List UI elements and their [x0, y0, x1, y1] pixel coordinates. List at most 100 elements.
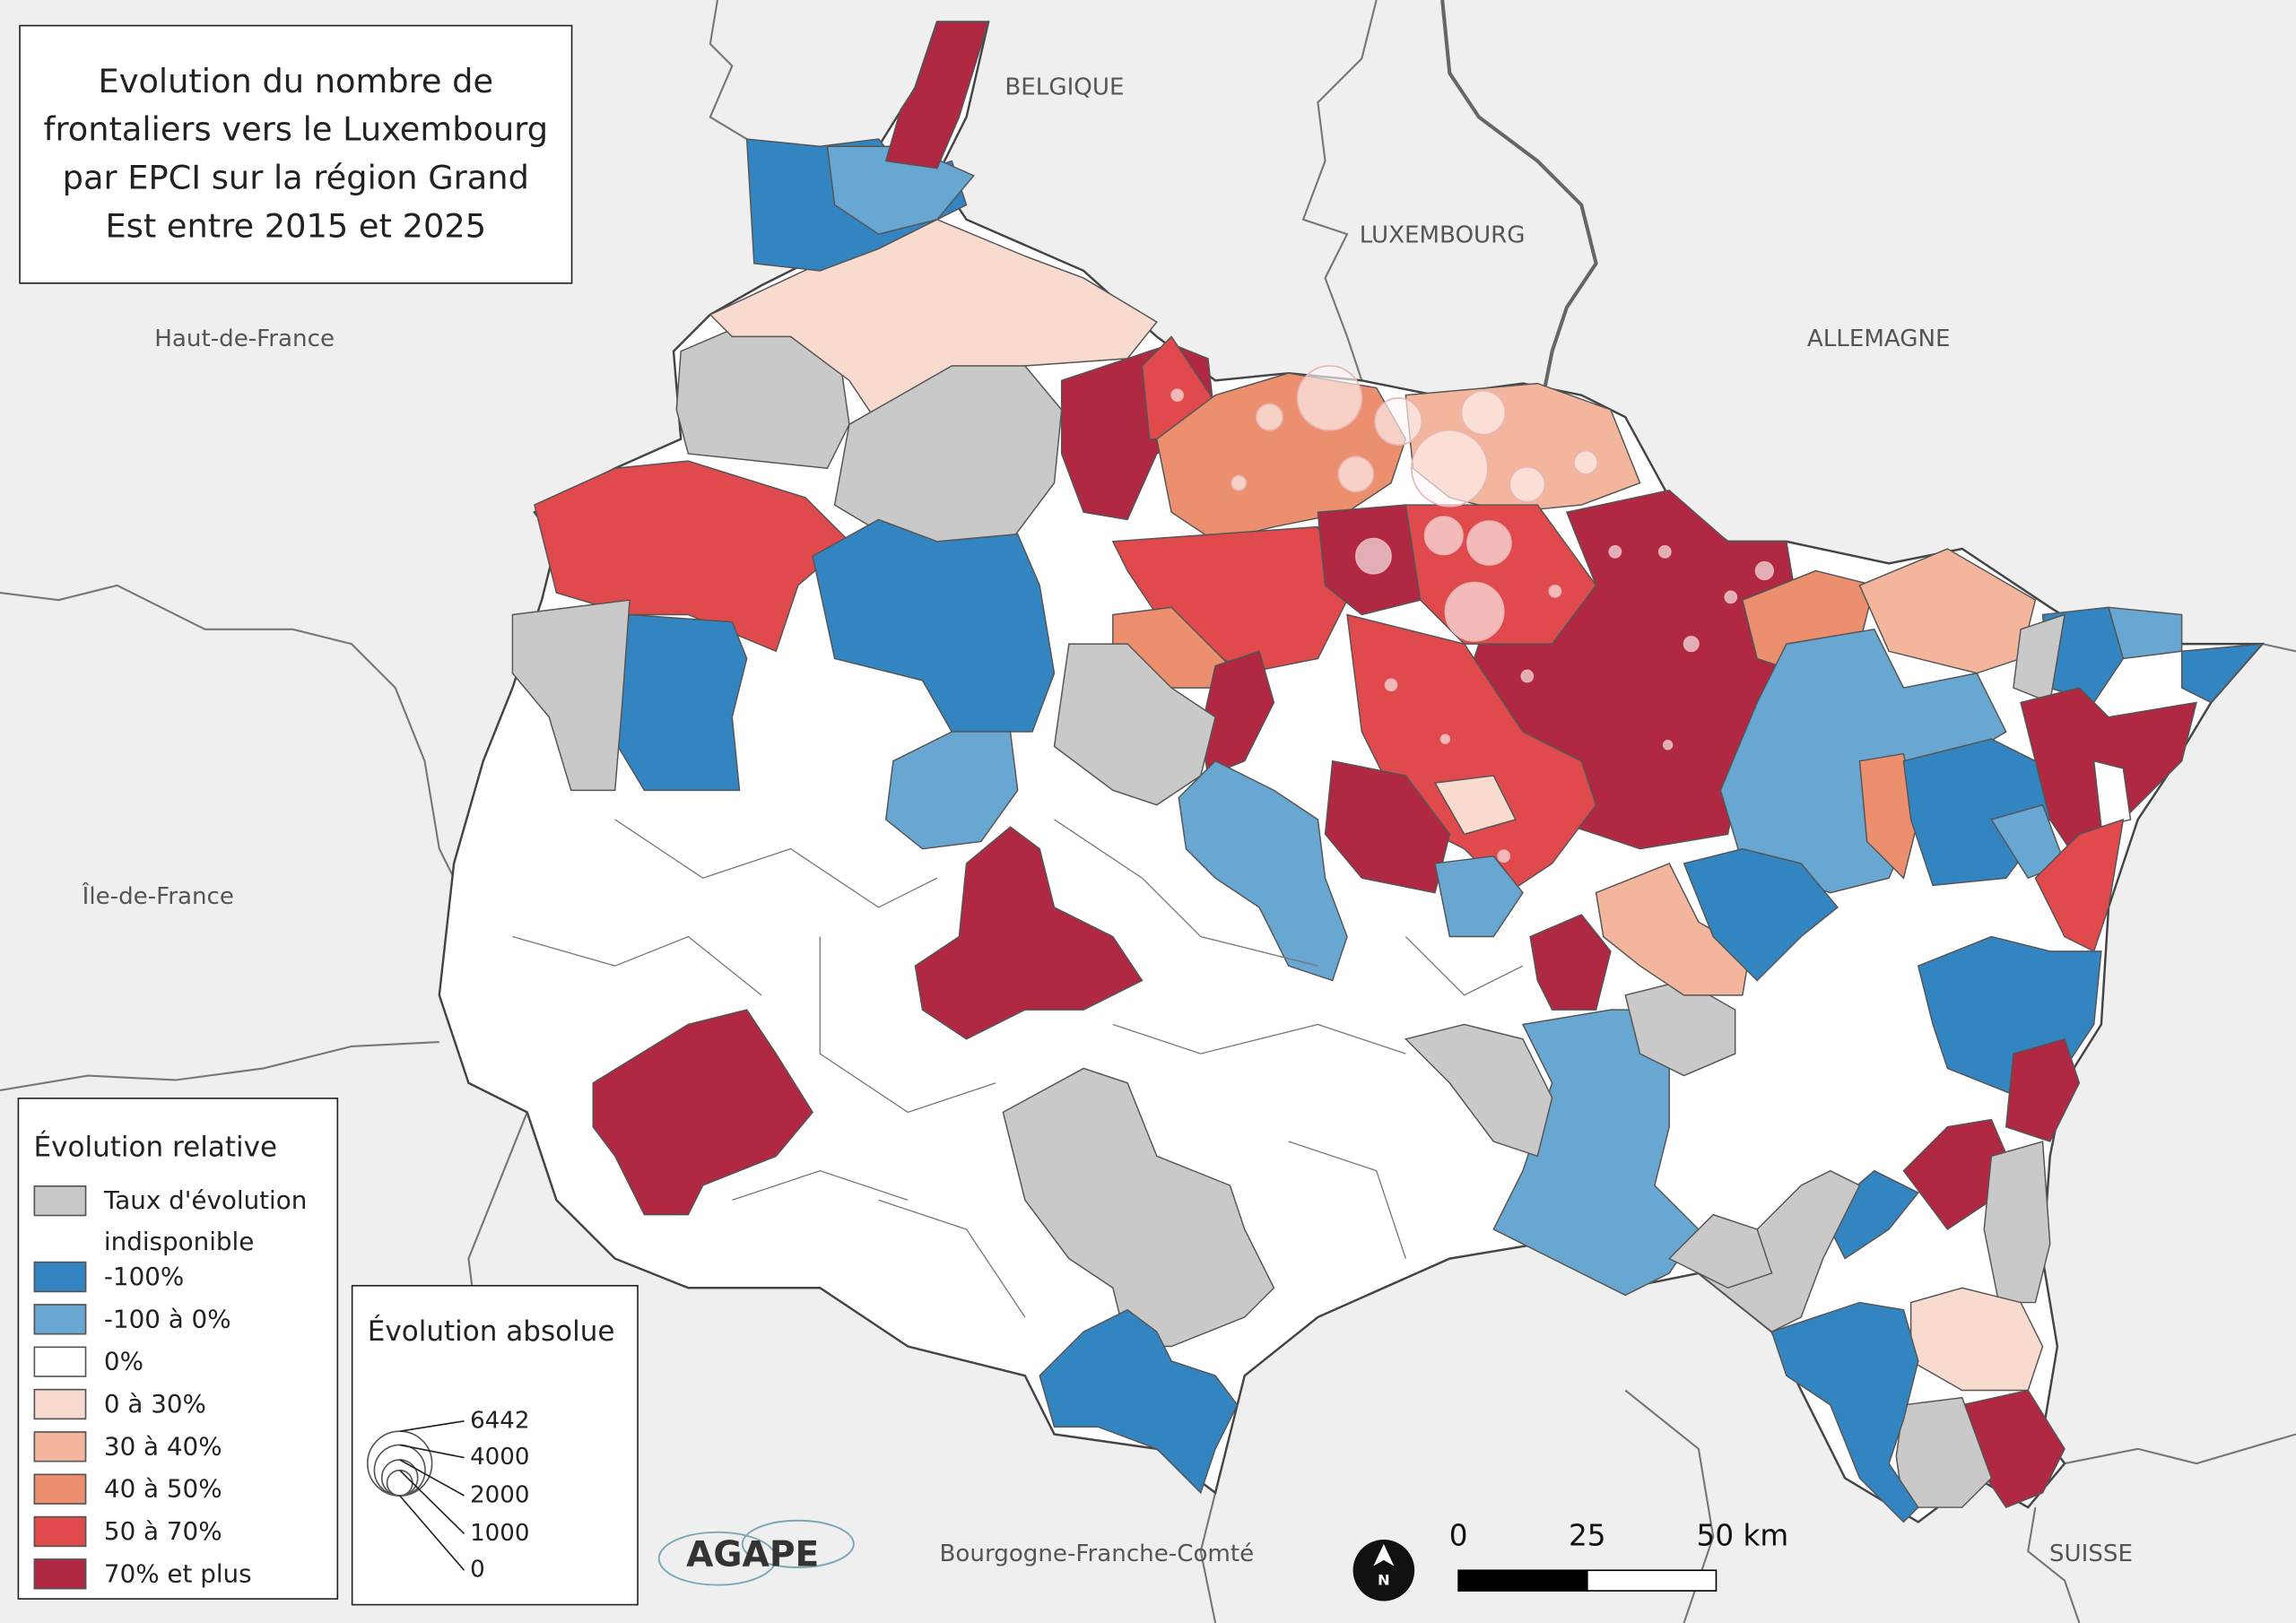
- legend-circle: [380, 1459, 419, 1497]
- legend-item: 40 à 50%: [33, 1470, 324, 1511]
- epci: [1434, 855, 1524, 938]
- bubble: [1444, 581, 1505, 642]
- epci: [884, 731, 1019, 850]
- epci: [1895, 1396, 1993, 1508]
- bubble: [1657, 544, 1672, 559]
- epci: [1433, 775, 1517, 836]
- bubble: [1497, 849, 1511, 864]
- epci: [1909, 1287, 2044, 1392]
- legend-swatch: [33, 1431, 87, 1462]
- epci: [914, 826, 1144, 1040]
- epci: [1697, 1169, 1861, 1333]
- legend-leader: [399, 1459, 465, 1497]
- country-label: BELGIQUE: [1004, 74, 1124, 100]
- epci: [1858, 752, 1919, 880]
- internal-borders: [512, 819, 1524, 1318]
- scale-segment: [1586, 1569, 1718, 1592]
- legend-item: Taux d'évolution indisponible: [33, 1181, 324, 1263]
- title: Evolution du nombre de frontaliers vers …: [43, 62, 549, 246]
- title-box: Evolution du nombre de frontaliers vers …: [19, 24, 573, 284]
- epci: [1983, 1141, 2051, 1304]
- border: [512, 819, 1524, 1318]
- legend-item: 70% et plus: [33, 1554, 324, 1595]
- epci: [1683, 847, 1839, 982]
- legend-leader: [399, 1444, 465, 1459]
- bubble: [1683, 636, 1700, 653]
- epci: [1529, 914, 1612, 1011]
- legend-item: -100 à 0%: [33, 1299, 324, 1341]
- legend-label: 0%: [103, 1348, 144, 1377]
- legend-title: Évolution relative: [33, 1131, 278, 1164]
- bubble: [1509, 465, 1546, 503]
- logo-shape: [657, 1531, 778, 1586]
- epci: [592, 1009, 814, 1216]
- border: [709, 0, 748, 140]
- legend-value: 6442: [470, 1407, 529, 1434]
- legend-value: 1000: [470, 1520, 529, 1547]
- bubble: [1231, 474, 1248, 491]
- scale-label: 25: [1569, 1519, 1606, 1553]
- legend-label: -100%: [103, 1263, 185, 1293]
- epci: [1595, 863, 1751, 996]
- legend-leader: [399, 1419, 465, 1432]
- bubble: [1662, 740, 1674, 751]
- north-circle: [1352, 1539, 1415, 1601]
- epci: [2108, 606, 2183, 660]
- north-arrow: N: [1352, 1539, 1415, 1601]
- bubble: [1374, 397, 1423, 446]
- epci: [511, 599, 631, 792]
- epci: [1770, 1301, 1919, 1523]
- legend-relative: Évolution relative Taux d'évolution indis…: [17, 1098, 339, 1600]
- epci: [812, 518, 1056, 733]
- epci: [1178, 759, 1348, 982]
- legend-label: Taux d'évolution indisponible: [103, 1186, 308, 1257]
- legend-label: 40 à 50%: [103, 1475, 222, 1505]
- bubble: [1520, 669, 1535, 683]
- border: [1440, 0, 1598, 388]
- legend-swatch: [33, 1304, 87, 1335]
- region-label: Île-de-France: [82, 881, 234, 910]
- bubble: [1754, 560, 1774, 581]
- bubble: [1439, 733, 1451, 744]
- legend-label: 0 à 30%: [103, 1390, 206, 1420]
- legend-absolute: Évolution absolue 6442 4000 2000 1000 0: [351, 1284, 639, 1606]
- legend-value: 2000: [470, 1482, 529, 1509]
- bubble: [1255, 403, 1284, 431]
- region-label: Bourgogne-Franche-Comté: [940, 1541, 1255, 1567]
- epci: [1039, 1308, 1239, 1495]
- legend-label: -100 à 0%: [103, 1305, 231, 1335]
- logo-text: AGAPE: [686, 1534, 819, 1575]
- border: [1301, 0, 1378, 381]
- bubble: [1296, 365, 1363, 431]
- legend-circle: [366, 1430, 433, 1497]
- bubble: [1170, 388, 1184, 403]
- legend-value: 4000: [470, 1444, 529, 1471]
- epci: [1324, 759, 1451, 894]
- legend-value: 0: [470, 1557, 485, 1584]
- epci: [1404, 1023, 1553, 1158]
- bubble: [1608, 544, 1622, 559]
- legend-swatch: [33, 1185, 87, 1217]
- north-text: N: [1378, 1572, 1390, 1589]
- bubble: [1411, 430, 1489, 508]
- legend-label: 30 à 40%: [103, 1432, 222, 1462]
- scale-bar: 0 25 50 km: [1449, 1519, 1788, 1592]
- epci: [2034, 818, 2125, 952]
- legend-swatch: [33, 1388, 87, 1420]
- bubble: [1724, 590, 1738, 604]
- country-label: ALLEMAGNE: [1807, 325, 1951, 352]
- bubble: [1423, 516, 1464, 556]
- epci: [1667, 1213, 1773, 1289]
- north-pointer: [1373, 1543, 1395, 1567]
- epci: [1002, 1067, 1275, 1348]
- epci: [833, 365, 1063, 550]
- epci: [1053, 643, 1216, 806]
- bubble: [1337, 456, 1375, 493]
- legend-circles: 6442 4000 2000 1000 0: [366, 1407, 530, 1584]
- legend-leader: [399, 1470, 465, 1535]
- epci: [884, 21, 990, 169]
- bubble: [1355, 537, 1392, 575]
- border: [0, 1040, 439, 1091]
